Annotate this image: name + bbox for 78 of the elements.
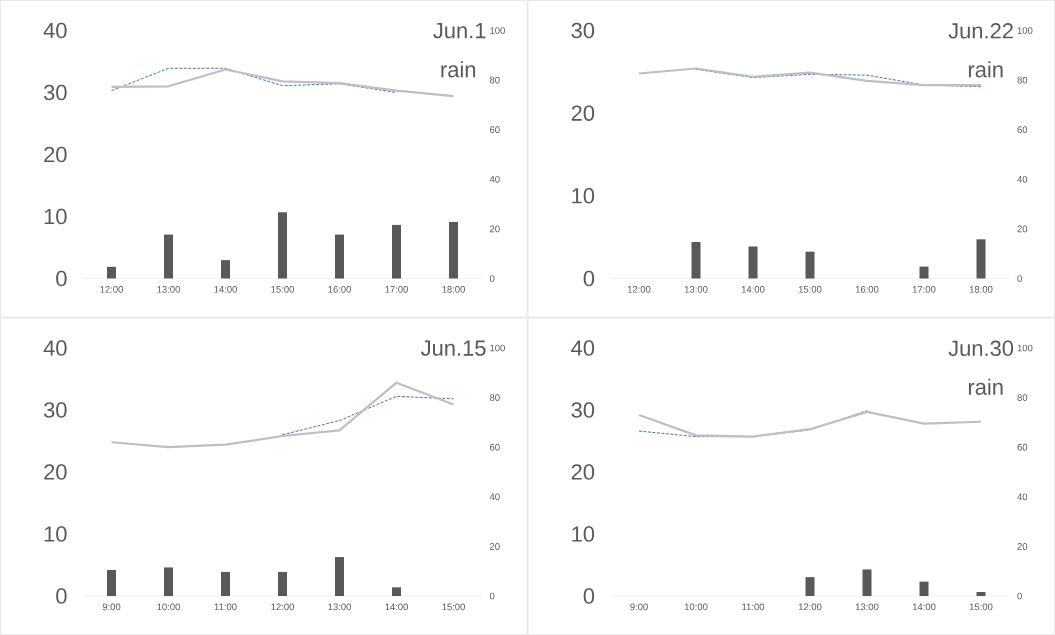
y2-tick-label: 20 [1017,543,1028,550]
x-tick-label: 13:00 [684,286,708,293]
chart-title: Jun.1 [433,23,486,39]
x-tick-label: 13:00 [855,603,879,611]
y2-tick-label: 80 [489,394,500,401]
y-tick-label: 0 [583,588,595,604]
x-tick-label: 13:00 [328,603,351,611]
chart-title: Jun.22 [948,23,1013,39]
y2-tick-label: 80 [489,76,500,84]
y-tick-label: 40 [571,340,595,356]
x-tick-label: 9:00 [102,603,121,611]
x-tick-label: 16:00 [328,286,351,293]
x-tick-label: 10:00 [684,603,708,611]
y-tick-label: 40 [43,340,67,356]
x-tick-label: 15:00 [798,286,822,293]
x-tick-label: 14:00 [385,603,408,611]
y-tick-label: 30 [43,402,67,418]
y-tick-label: 30 [43,84,67,101]
y2-tick-label: 20 [489,225,500,233]
x-tick-label: 16:00 [855,286,879,293]
y2-tick-label: 100 [1017,27,1033,34]
y2-tick-label: 60 [490,443,500,451]
x-tick-label: 11:00 [214,603,237,611]
chart-title: Jun.30 [948,340,1014,357]
y2-tick-label: 20 [1017,225,1028,233]
y-tick-label: 20 [44,464,67,480]
y2-tick-label: 40 [489,493,500,501]
y-tick-label: 20 [571,464,595,480]
y-tick-label: 10 [44,526,67,542]
annotation: rain [441,61,476,78]
y2-tick-label: 0 [1017,592,1022,600]
x-tick-label: 15:00 [442,603,465,611]
y2-tick-label: 100 [490,27,505,34]
y-tick-label: 30 [571,402,595,418]
x-tick-label: 15:00 [271,286,294,293]
y-tick-label: 10 [44,208,67,225]
x-tick-label: 15:00 [969,603,993,611]
y2-tick-label: 100 [1017,344,1033,352]
y2-tick-label: 40 [489,175,500,183]
y2-tick-label: 40 [1017,175,1028,183]
y-tick-label: 0 [56,588,67,604]
y2-tick-label: 0 [489,592,495,600]
x-tick-label: 18:00 [442,286,465,293]
y-tick-label: 10 [572,526,595,542]
x-tick-label: 13:00 [157,286,180,293]
y-tick-label: 20 [44,146,67,163]
y2-tick-label: 80 [1017,394,1028,401]
x-tick-label: 17:00 [385,286,408,293]
x-tick-label: 12:00 [100,286,123,293]
x-tick-label: 14:00 [912,603,936,611]
x-tick-label: 12:00 [627,286,651,293]
y2-tick-label: 80 [1017,76,1028,84]
y-tick-label: 0 [56,270,67,287]
y-tick-label: 10 [572,188,595,204]
annotation: rain [968,378,1003,395]
y-tick-label: 40 [43,22,67,39]
x-tick-label: 12:00 [271,603,294,611]
y-tick-label: 30 [571,22,595,39]
y2-tick-label: 60 [1017,443,1028,451]
y-tick-label: 20 [571,105,595,121]
annotation: rain [968,61,1003,78]
x-tick-label: 10:00 [157,603,180,611]
y2-tick-label: 60 [1017,126,1028,134]
x-tick-label: 9:00 [630,603,648,611]
y2-tick-label: 0 [489,275,495,282]
y2-tick-label: 60 [490,126,500,134]
chart-title: Jun.15 [421,340,486,356]
y2-tick-label: 40 [1017,493,1028,501]
x-tick-label: 14:00 [741,286,765,293]
x-tick-label: 14:00 [214,286,237,293]
x-tick-label: 18:00 [969,286,993,293]
y2-tick-label: 20 [489,543,500,550]
x-tick-label: 11:00 [742,603,765,611]
y-tick-label: 0 [583,270,595,287]
x-tick-label: 17:00 [912,286,936,293]
y2-tick-label: 100 [490,344,505,352]
y2-tick-label: 0 [1017,275,1022,282]
x-tick-label: 12:00 [798,603,822,611]
